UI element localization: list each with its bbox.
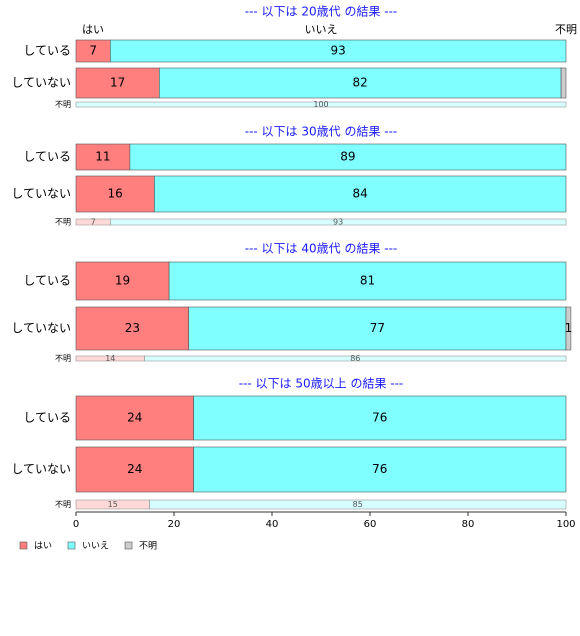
value-label: 89 xyxy=(340,150,355,164)
row-label: している xyxy=(23,150,71,164)
value-label: 84 xyxy=(353,187,368,201)
row-label: している xyxy=(23,274,71,288)
bar-segment xyxy=(110,39,567,63)
bar-segment xyxy=(75,67,160,99)
row-label: していない xyxy=(11,76,71,90)
value-label: 76 xyxy=(372,462,387,476)
bar-segment xyxy=(565,306,572,351)
x-tick-label: 80 xyxy=(462,519,475,530)
value-label: 24 xyxy=(127,411,142,425)
bar-segment xyxy=(75,143,131,171)
bar-segment xyxy=(154,175,567,213)
bar-segment xyxy=(144,355,567,362)
legend-swatch xyxy=(124,541,133,550)
column-header: はい xyxy=(82,23,104,36)
value-label: 11 xyxy=(95,150,110,164)
value-label: 77 xyxy=(370,321,385,335)
panel-title: --- 以下は 50歳以上 の結果 --- xyxy=(239,377,404,391)
panel-title: --- 以下は 30歳代 の結果 --- xyxy=(245,125,398,139)
value-label: 100 xyxy=(313,100,328,109)
legend-swatch xyxy=(67,541,76,550)
value-label: 1 xyxy=(565,321,573,335)
bar-segment xyxy=(75,446,194,493)
x-tick-label: 40 xyxy=(266,519,279,530)
value-label: 81 xyxy=(360,274,375,288)
x-tick-label: 20 xyxy=(168,519,181,530)
column-header: いいえ xyxy=(305,23,338,36)
value-label: 7 xyxy=(91,218,96,227)
value-label: 7 xyxy=(89,44,97,58)
value-label: 14 xyxy=(105,354,115,363)
value-label: 15 xyxy=(108,500,118,509)
x-tick-label: 100 xyxy=(556,519,575,530)
legend-label: 不明 xyxy=(139,541,157,552)
bar-segment xyxy=(75,261,170,301)
value-label: 85 xyxy=(353,500,363,509)
panel-title: --- 以下は 20歳代 の結果 --- xyxy=(245,5,398,19)
value-label: 16 xyxy=(108,187,123,201)
row-label: していない xyxy=(11,187,71,201)
x-tick-label: 60 xyxy=(364,519,377,530)
bar-segment xyxy=(193,395,567,441)
bar-segment xyxy=(168,261,567,301)
row-label: していない xyxy=(11,462,71,476)
bar-segment xyxy=(75,175,155,213)
bar-segment xyxy=(110,218,567,226)
value-label: 86 xyxy=(350,354,360,363)
bar-segment xyxy=(75,306,189,351)
bar-segment xyxy=(149,499,567,510)
value-label: 24 xyxy=(127,462,142,476)
row-label: している xyxy=(23,44,71,58)
bar-segment xyxy=(75,395,194,441)
panel-title: --- 以下は 40歳代 の結果 --- xyxy=(245,242,398,256)
bar-segment xyxy=(129,143,567,171)
column-header: 不明 xyxy=(555,23,577,36)
row-label: 不明 xyxy=(55,354,71,363)
value-label: 76 xyxy=(372,411,387,425)
row-label: している xyxy=(23,411,71,425)
value-label: 93 xyxy=(333,218,343,227)
row-label: 不明 xyxy=(55,100,71,109)
row-label: していない xyxy=(11,321,71,335)
value-label: 17 xyxy=(110,76,125,90)
legend-label: はい xyxy=(34,541,52,552)
bar-segment xyxy=(75,101,567,108)
value-label: 23 xyxy=(125,321,140,335)
bar-segment xyxy=(193,446,567,493)
bar-segment xyxy=(188,306,567,351)
bar-segment xyxy=(560,67,567,99)
legend-swatch xyxy=(19,541,28,550)
x-tick-label: 0 xyxy=(73,519,79,530)
row-label: 不明 xyxy=(55,218,71,227)
row-label: 不明 xyxy=(55,500,71,509)
legend-label: いいえ xyxy=(82,541,109,552)
value-label: 19 xyxy=(115,274,130,288)
value-label: 93 xyxy=(331,44,346,58)
value-label: 82 xyxy=(353,76,368,90)
